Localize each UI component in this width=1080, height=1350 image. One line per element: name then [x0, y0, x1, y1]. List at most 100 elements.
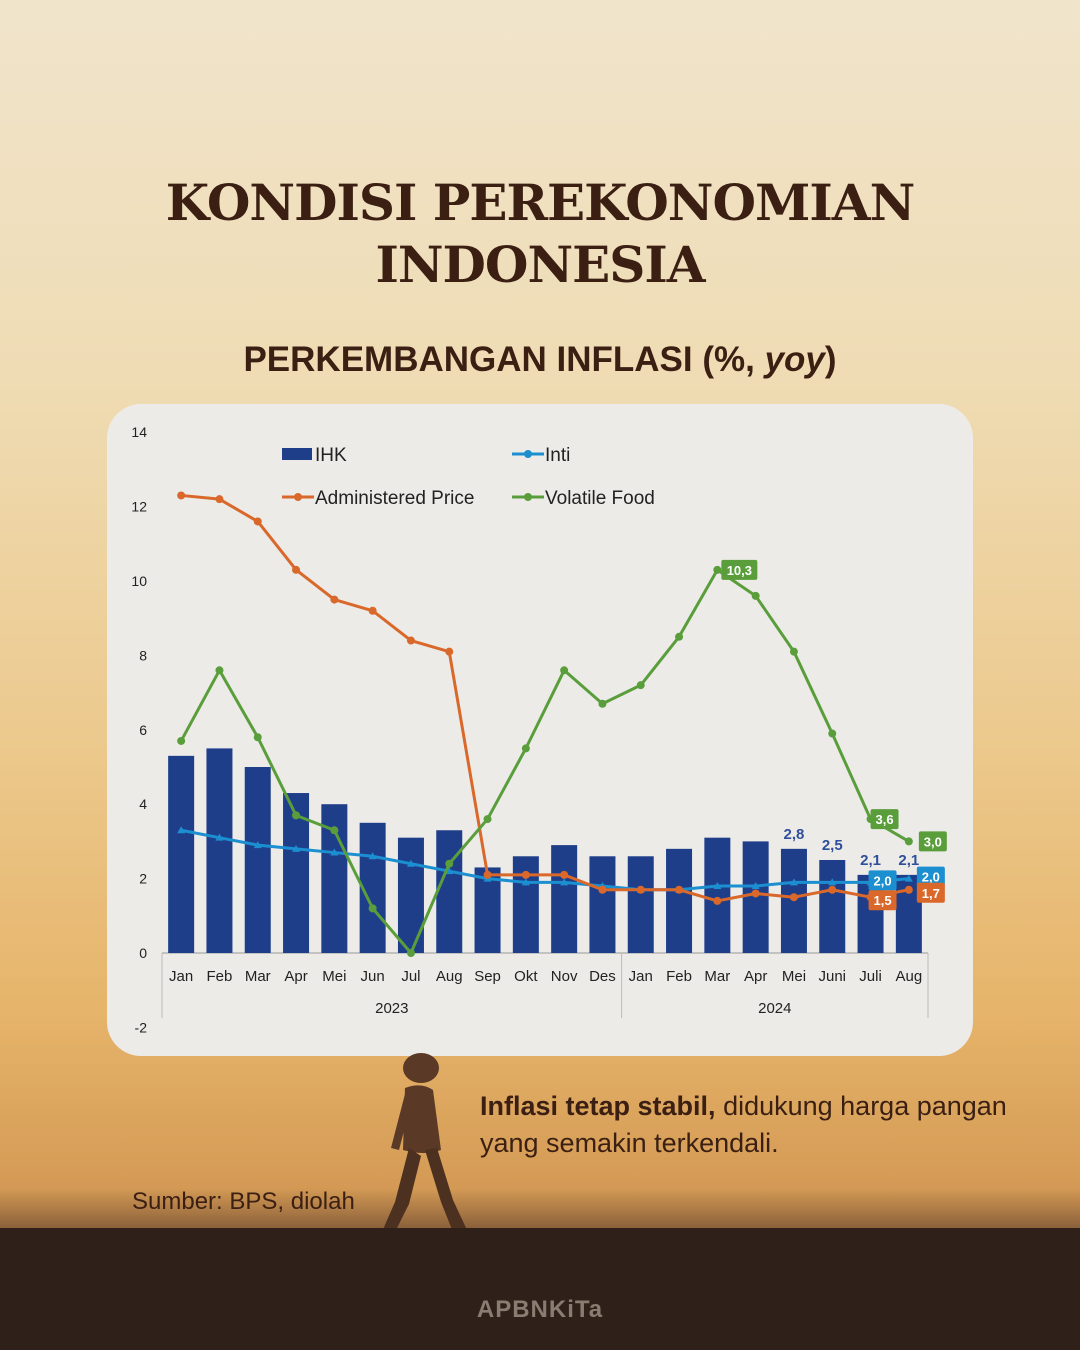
series-point [560, 870, 569, 879]
x-tick-label: Jun [361, 968, 385, 985]
inti-point [330, 848, 339, 856]
series-point [330, 826, 339, 835]
chart-card: -2 0 2 4 6 8 10 12 14 Jan Feb Mar Apr Mei Jun Jul Aug Sep… [107, 404, 973, 1056]
brand-logo: APBNKiTa [476, 1296, 604, 1323]
series-point [904, 837, 913, 846]
legend-label: Volatile Food [545, 488, 655, 509]
inti-point [713, 882, 722, 890]
data-label: 2,8 [784, 826, 805, 843]
inti-point [521, 878, 530, 886]
x-tick-label: Juli [859, 968, 882, 985]
ihk-bar [627, 856, 654, 953]
series-point [789, 647, 798, 656]
series-point [215, 666, 224, 675]
data-label: 1,7 [922, 886, 940, 901]
ihk-bar [244, 767, 271, 953]
x-tick-label: Des [589, 968, 616, 985]
y-tick-label: -2 [135, 1019, 148, 1035]
series-line-volatile-food [179, 568, 910, 955]
x-tick-label: Juni [818, 968, 846, 985]
legend-label: IHK [315, 445, 347, 466]
data-label: 3,6 [876, 812, 894, 827]
series-point [406, 949, 415, 957]
series-point [713, 896, 722, 905]
series-point [253, 733, 262, 742]
data-label-box [916, 866, 945, 887]
caption-rest: didukung harga pangan yang semakin terke… [480, 1091, 1007, 1158]
year-label: 2023 [375, 1000, 408, 1017]
legend-marker [294, 493, 302, 501]
series-point [904, 885, 913, 894]
data-label: 2,1 [860, 852, 881, 869]
x-tick-label: Mar [704, 968, 730, 985]
series-point [828, 729, 837, 738]
y-tick-label: 4 [139, 796, 147, 812]
title-line-2: INDONESIA [375, 235, 705, 294]
ihk-bar [512, 856, 539, 953]
ihk-bar [704, 837, 731, 953]
y-tick-label: 10 [131, 573, 147, 589]
y-tick-label: 6 [139, 722, 147, 738]
series-point [636, 681, 645, 690]
series-point [177, 736, 186, 745]
inti-point [828, 878, 837, 886]
inti-point [406, 859, 415, 867]
subtitle-prefix: PERKEMBANGAN INFLASI (%, [243, 340, 765, 379]
inti-point [177, 826, 186, 834]
x-tick-label: Mar [245, 968, 271, 985]
data-label: 2,1 [898, 852, 919, 869]
subtitle-italic: yoy [764, 340, 825, 379]
data-label: 2,5 [822, 837, 843, 854]
x-tick-label: Mei [782, 968, 806, 985]
series-point [330, 595, 339, 604]
series-point [560, 666, 569, 675]
x-tick-label: Mei [322, 968, 346, 985]
series-point [292, 565, 301, 574]
series-point [789, 893, 798, 902]
page-title: KONDISI PEREKONOMIAN INDONESIA [0, 172, 1080, 296]
series-point [445, 647, 454, 656]
ihk-bar [168, 755, 195, 953]
x-tick-label: Okt [514, 968, 538, 985]
inti-point [445, 867, 454, 875]
series-point [483, 815, 492, 824]
inti-point [751, 882, 760, 890]
walking-child-silhouette [381, 1053, 467, 1236]
series-point [828, 885, 837, 894]
legend-swatch [282, 448, 312, 460]
series-point [406, 636, 415, 645]
ihk-bar [397, 837, 424, 953]
series-point [368, 904, 377, 913]
data-label: 2,0 [874, 873, 892, 888]
series-point [253, 517, 262, 526]
x-tick-label: Jan [629, 968, 653, 985]
source-note: Sumber: BPS, diolah [132, 1188, 355, 1215]
series-point [521, 870, 530, 879]
ihk-bar [589, 856, 616, 953]
x-tick-label: Feb [207, 968, 233, 985]
x-tick-label: Aug [436, 968, 463, 985]
inflation-chart: -2 0 2 4 6 8 10 12 14 Jan Feb Mar Apr Mei Jun Jul Aug Sep… [131, 424, 947, 1035]
ihk-bar [436, 830, 463, 953]
series-point [751, 591, 760, 600]
y-tick-label: 8 [139, 647, 147, 663]
series-point [483, 870, 492, 879]
subtitle-suffix: ) [824, 340, 837, 379]
y-tick-label: 14 [131, 424, 147, 440]
series-point [636, 885, 645, 894]
series-point [751, 889, 760, 898]
y-tick-label: 12 [131, 499, 147, 515]
x-tick-label: Apr [744, 968, 767, 985]
inti-point [560, 878, 569, 886]
year-label: 2024 [758, 1000, 791, 1017]
data-label-box [868, 890, 897, 911]
inti-point [789, 878, 798, 886]
ihk-bar [206, 748, 233, 953]
caption-bold: Inflasi tetap stabil, [480, 1091, 716, 1121]
data-label: 3,0 [924, 834, 942, 849]
data-label-box [916, 882, 945, 903]
legend-marker [524, 450, 532, 458]
inti-point [368, 852, 377, 860]
series-point [177, 491, 186, 500]
x-tick-label: Aug [895, 968, 922, 985]
